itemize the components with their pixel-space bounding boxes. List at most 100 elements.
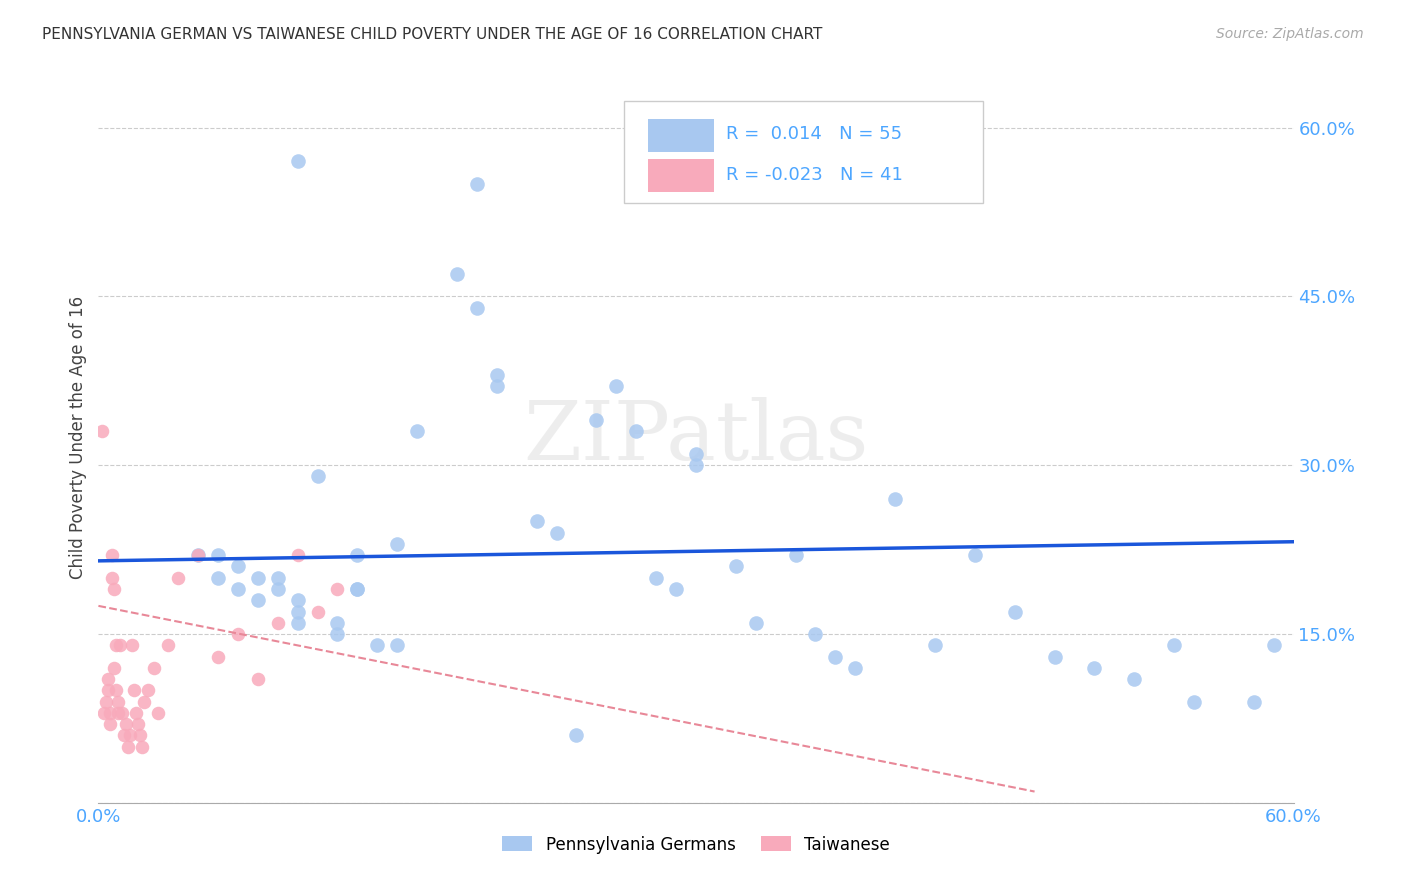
Point <box>565 728 588 742</box>
Point <box>685 458 707 473</box>
Point <box>105 683 128 698</box>
Point <box>287 615 309 630</box>
Text: R =  0.014   N = 55: R = 0.014 N = 55 <box>725 125 903 144</box>
Point <box>1263 638 1285 652</box>
Point <box>626 425 648 439</box>
Point <box>1182 694 1205 708</box>
Point <box>148 706 170 720</box>
Legend: Pennsylvania Germans, Taiwanese: Pennsylvania Germans, Taiwanese <box>496 829 896 860</box>
Text: R = -0.023   N = 41: R = -0.023 N = 41 <box>725 166 903 185</box>
Point <box>267 571 290 585</box>
Point <box>131 739 153 754</box>
Point <box>246 571 269 585</box>
Point <box>127 717 149 731</box>
Point <box>93 706 115 720</box>
Point <box>465 301 488 315</box>
Point <box>1243 694 1265 708</box>
Point <box>307 469 329 483</box>
Point <box>125 706 148 720</box>
Point <box>884 491 907 506</box>
Point <box>366 638 388 652</box>
Point <box>665 582 688 596</box>
Point <box>103 582 125 596</box>
Point <box>129 728 152 742</box>
Point <box>385 638 409 652</box>
Text: ZIPatlas: ZIPatlas <box>523 397 869 477</box>
Text: Source: ZipAtlas.com: Source: ZipAtlas.com <box>1216 27 1364 41</box>
Point <box>105 638 128 652</box>
Point <box>107 706 129 720</box>
Point <box>97 683 120 698</box>
Point <box>107 694 129 708</box>
Point <box>824 649 846 664</box>
Point <box>485 368 508 383</box>
Point <box>804 627 827 641</box>
Point <box>287 593 309 607</box>
Point <box>346 582 368 596</box>
Point <box>645 571 668 585</box>
Point <box>287 605 309 619</box>
Point <box>103 661 125 675</box>
Point <box>207 571 229 585</box>
Point <box>167 571 190 585</box>
Point <box>1004 605 1026 619</box>
Bar <box>648 159 714 192</box>
Point <box>605 379 627 393</box>
Point <box>287 154 309 169</box>
Point <box>1083 661 1105 675</box>
Point <box>1043 649 1066 664</box>
Point <box>844 661 866 675</box>
Point <box>226 627 249 641</box>
Point <box>97 672 120 686</box>
Point <box>98 717 122 731</box>
Point <box>111 706 134 720</box>
Point <box>187 548 209 562</box>
Point <box>287 548 309 562</box>
Point <box>785 548 807 562</box>
Point <box>143 661 166 675</box>
Point <box>526 515 548 529</box>
Point <box>101 548 124 562</box>
Point <box>110 638 132 652</box>
Point <box>1123 672 1146 686</box>
Bar <box>624 101 983 203</box>
Point <box>226 559 249 574</box>
Point <box>307 605 329 619</box>
Point <box>187 548 209 562</box>
Point <box>91 425 114 439</box>
Point <box>96 694 118 708</box>
Point <box>924 638 946 652</box>
Point <box>207 548 229 562</box>
Point <box>1163 638 1185 652</box>
Point <box>724 559 747 574</box>
Point <box>346 548 368 562</box>
Text: PENNSYLVANIA GERMAN VS TAIWANESE CHILD POVERTY UNDER THE AGE OF 16 CORRELATION C: PENNSYLVANIA GERMAN VS TAIWANESE CHILD P… <box>42 27 823 42</box>
Point <box>121 638 143 652</box>
Point <box>485 379 508 393</box>
Point <box>117 739 139 754</box>
Point <box>745 615 768 630</box>
Point <box>267 615 290 630</box>
Point <box>101 571 124 585</box>
Point <box>685 447 707 461</box>
Point <box>124 683 146 698</box>
Point <box>115 717 138 731</box>
Point <box>385 537 409 551</box>
Point <box>446 267 468 281</box>
Point <box>207 649 229 664</box>
Point <box>267 582 290 596</box>
Y-axis label: Child Poverty Under the Age of 16: Child Poverty Under the Age of 16 <box>69 295 87 579</box>
Point <box>346 582 368 596</box>
Point <box>157 638 180 652</box>
Point <box>465 177 488 191</box>
Point <box>963 548 986 562</box>
Point <box>406 425 429 439</box>
Bar <box>648 119 714 152</box>
Point <box>136 683 159 698</box>
Point <box>246 672 269 686</box>
Point <box>98 706 122 720</box>
Point <box>226 582 249 596</box>
Point <box>326 627 349 641</box>
Point <box>326 582 349 596</box>
Point <box>120 728 142 742</box>
